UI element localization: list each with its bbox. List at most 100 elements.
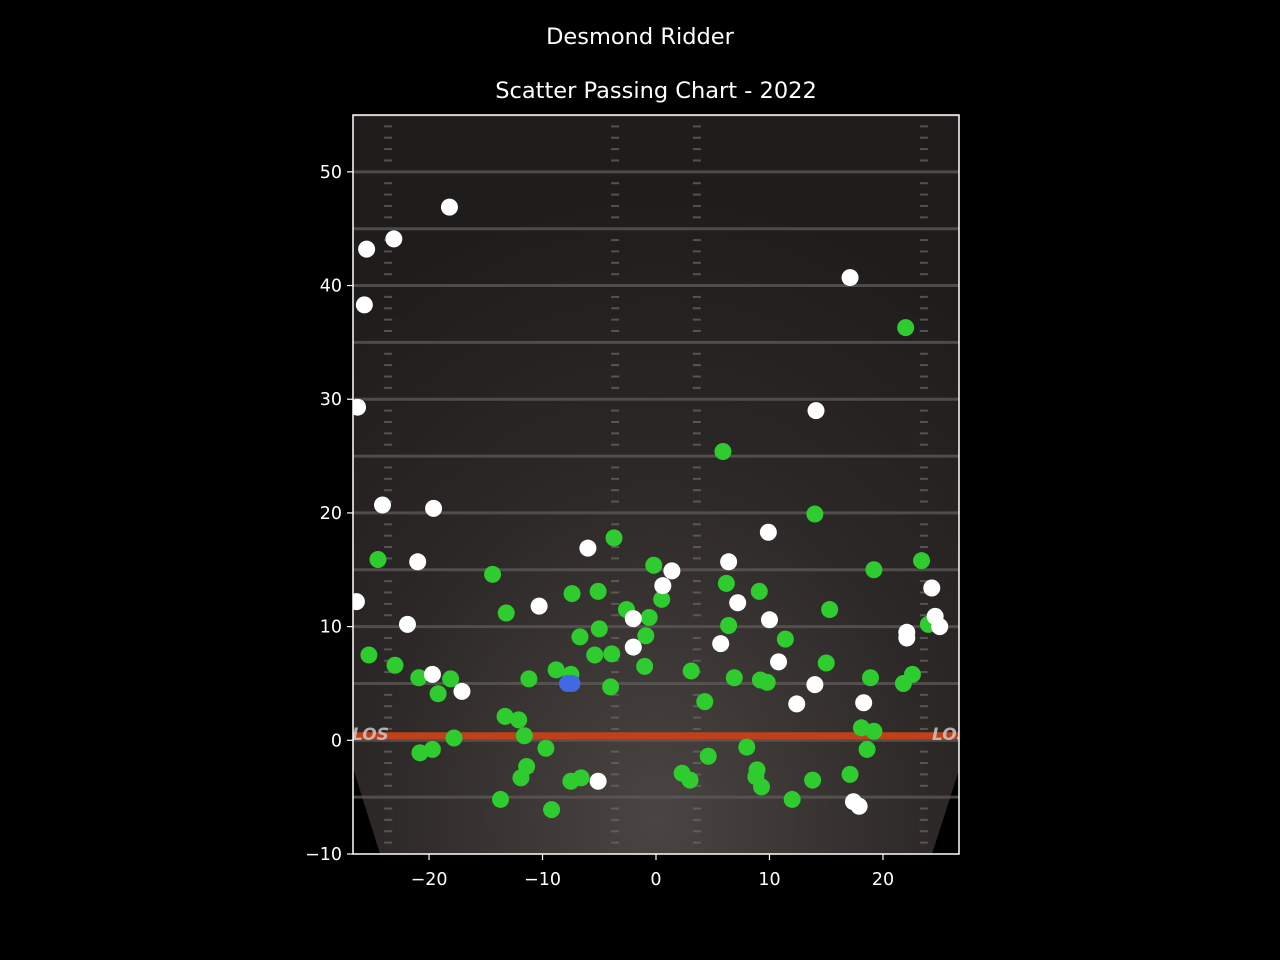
pass-point-complete [571, 628, 589, 646]
y-tick-label: 50 [320, 163, 342, 183]
pass-point-incomplete [760, 611, 778, 629]
chart-subtitle: Scatter Passing Chart - 2022 [495, 78, 817, 104]
pass-point-incomplete [425, 499, 443, 517]
pass-point-complete [681, 771, 699, 789]
pass-point-incomplete [841, 269, 859, 287]
y-tick-label: 10 [320, 618, 342, 638]
pass-point-complete [720, 616, 738, 634]
pass-point-incomplete [663, 562, 681, 580]
pass-point-complete [360, 646, 378, 664]
pass-point-complete [586, 646, 604, 664]
los-label-right: LOS [932, 725, 969, 745]
pass-point-incomplete [353, 398, 367, 416]
pass-point-complete [442, 670, 460, 688]
pass-point-incomplete [453, 682, 471, 700]
pass-point-complete [821, 601, 839, 619]
chart-title: Desmond Ridder [546, 24, 735, 50]
pass-point-complete [817, 654, 835, 672]
pass-point-complete [492, 790, 510, 808]
x-tick-label: 20 [872, 870, 894, 890]
pass-point-incomplete [729, 594, 747, 612]
pass-point-complete [386, 656, 404, 674]
pass-point-incomplete [624, 638, 642, 656]
pass-point-complete [753, 778, 771, 796]
pass-point-incomplete [530, 597, 548, 615]
y-tick-label: 20 [320, 504, 342, 524]
pass-point-complete [725, 669, 743, 687]
pass-point-complete [637, 627, 655, 645]
pass-point-complete [563, 585, 581, 603]
pass-point-complete [496, 707, 514, 725]
pass-point-complete [602, 678, 620, 696]
pass-point-complete [423, 740, 441, 758]
pass-point-incomplete [385, 230, 403, 248]
pass-point-complete [537, 739, 555, 757]
pass-point-incomplete [712, 635, 730, 653]
pass-point-complete [636, 657, 654, 675]
x-tick-label: −10 [524, 870, 561, 890]
pass-point-incomplete [807, 402, 825, 420]
pass-point-incomplete [850, 797, 868, 815]
pass-point-incomplete [358, 240, 376, 258]
pass-point-complete [897, 319, 915, 337]
x-tick-label: −20 [411, 870, 448, 890]
pass-point-incomplete [353, 593, 365, 611]
pass-point-complete [510, 711, 528, 729]
x-tick-label: 10 [758, 870, 780, 890]
pass-point-complete [865, 722, 883, 740]
pass-point-complete [484, 565, 502, 583]
pass-point-complete [865, 561, 883, 579]
pass-point-complete [590, 620, 608, 638]
pass-point-incomplete [898, 629, 916, 647]
pass-point-complete [543, 801, 561, 819]
pass-point-complete [750, 582, 768, 600]
pass-point-incomplete [931, 618, 949, 636]
pass-point-complete [699, 747, 717, 765]
pass-point-incomplete [440, 198, 458, 216]
los-label-left: LOS [352, 725, 389, 745]
pass-point-complete [429, 685, 447, 703]
pass-point-complete [515, 727, 533, 745]
pass-point-incomplete [374, 496, 392, 514]
pass-point-complete [714, 443, 732, 461]
pass-point-complete [903, 665, 921, 683]
pass-point-complete [547, 661, 565, 679]
pass-point-incomplete [589, 772, 607, 790]
pass-point-complete [783, 790, 801, 808]
pass-point-complete [806, 505, 824, 523]
pass-point-complete [497, 604, 515, 622]
pass-point-complete [776, 630, 794, 648]
pass-point-complete [841, 765, 859, 783]
pass-point-complete [913, 552, 931, 570]
pass-point-complete [369, 551, 387, 569]
pass-point-incomplete [759, 523, 777, 541]
y-tick-label: 0 [331, 731, 342, 751]
pass-point-complete [653, 590, 671, 608]
pass-point-complete [858, 740, 876, 758]
pass-point-complete [748, 761, 766, 779]
pass-point-complete [804, 771, 822, 789]
pass-point-complete [717, 574, 735, 592]
pass-point-incomplete [654, 577, 672, 595]
y-tick-label: −10 [305, 845, 342, 865]
pass-point-incomplete [423, 665, 441, 683]
pass-point-touchdown [563, 674, 581, 692]
pass-point-incomplete [923, 579, 941, 597]
pass-point-complete [410, 669, 428, 687]
pass-point-complete [682, 662, 700, 680]
pass-point-complete [696, 693, 714, 711]
pass-point-complete [640, 609, 658, 627]
pass-point-incomplete [770, 653, 788, 671]
y-tick-label: 40 [320, 277, 342, 297]
y-tick-label: 30 [320, 390, 342, 410]
field-perspective-edge-right [932, 770, 959, 854]
pass-point-complete [861, 669, 879, 687]
pass-point-complete [520, 670, 538, 688]
pass-point-complete [589, 582, 607, 600]
pass-point-complete [603, 645, 621, 663]
pass-point-incomplete [720, 553, 738, 571]
pass-point-incomplete [624, 610, 642, 628]
pass-point-incomplete [579, 539, 597, 557]
pass-point-complete [645, 556, 663, 574]
